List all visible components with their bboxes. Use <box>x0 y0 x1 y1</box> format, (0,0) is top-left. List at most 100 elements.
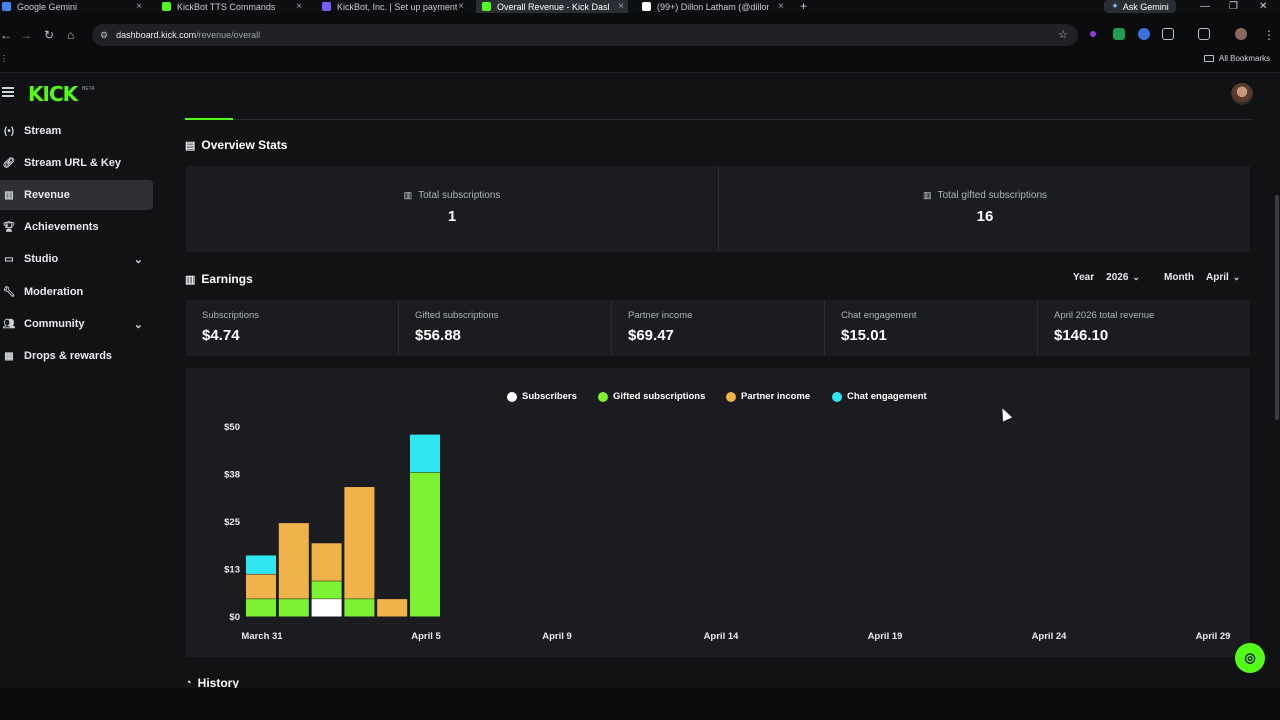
extension-badge-icon[interactable] <box>1113 28 1125 40</box>
sidebar-item-community[interactable]: 👥︎ Community ⌄ <box>0 309 153 339</box>
earnings-cell-value: $4.74 <box>202 327 240 344</box>
legend-label: Partner income <box>741 391 811 402</box>
legend-item-partner-income[interactable]: Partner income <box>726 391 810 402</box>
kick-favicon-icon <box>482 2 491 11</box>
legend-label: Chat engagement <box>847 391 927 402</box>
earnings-cell-label: April 2026 total revenue <box>1054 310 1155 321</box>
people-icon: 👥︎ <box>2 318 16 330</box>
reload-icon[interactable]: ↻ <box>44 28 55 42</box>
reading-list-icon[interactable] <box>1198 28 1210 40</box>
earnings-cell-label: Chat engagement <box>841 310 917 321</box>
minimize-icon[interactable]: — <box>1200 1 1210 12</box>
sidebar-item-stream-url-key[interactable]: 🔗︎ Stream URL & Key <box>0 148 153 178</box>
ask-gemini-button[interactable]: ✦ Ask Gemini <box>1104 0 1176 13</box>
chevron-down-icon[interactable]: ⌄ <box>1232 272 1241 282</box>
profile-icon[interactable] <box>1235 28 1247 40</box>
restore-icon[interactable]: ❐ <box>1229 1 1238 12</box>
legend-item-gifted-subscriptions[interactable]: Gifted subscriptions <box>598 391 705 402</box>
earnings-chart-icon: ▥ <box>185 273 196 286</box>
sidebar-item-label: Stream <box>24 125 62 137</box>
year-label: Year <box>1073 272 1095 283</box>
stats-icon: ▤ <box>185 139 196 152</box>
tab-divider <box>233 119 1251 120</box>
link-icon: 🔗︎ <box>2 157 16 169</box>
sidebar-item-revenue[interactable]: ▥ Revenue <box>0 180 153 210</box>
close-tab-icon[interactable]: × <box>296 1 302 12</box>
sidebar-item-moderation[interactable]: 🔧︎ Moderation <box>0 277 153 307</box>
bar-chart-icon: ▥ <box>403 190 413 200</box>
extensions-puzzle-icon[interactable] <box>1162 28 1174 40</box>
help-chat-icon[interactable]: ◎ <box>1235 643 1265 673</box>
chevron-down-icon[interactable]: ⌄ <box>133 318 143 331</box>
sidebar-item-label: Drops & rewards <box>24 350 113 362</box>
kick-logo[interactable]: KICK <box>28 82 78 106</box>
month-label: Month <box>1164 272 1194 283</box>
browser-tab-gemini[interactable]: Google Gemini × <box>2 0 146 13</box>
broadcast-icon: (•) <box>3 125 15 137</box>
apps-grid-icon[interactable]: ⋮ <box>0 54 8 63</box>
sidebar-item-studio[interactable]: ▭ Studio ⌄ <box>0 244 153 274</box>
legend-label: Gifted subscriptions <box>613 391 706 402</box>
tiktok-favicon-icon <box>642 2 651 11</box>
sidebar-item-achievements[interactable]: 🏆︎ Achievements <box>0 212 153 242</box>
legend-item-chat-engagement[interactable]: Chat engagement <box>832 391 927 402</box>
earnings-cell-value: $69.47 <box>628 327 674 344</box>
page-scrollbar[interactable] <box>1275 195 1279 420</box>
tab-title: Overall Revenue - Kick Dashboard <box>497 1 609 12</box>
sidebar-item-stream[interactable]: (•) Stream <box>0 116 153 146</box>
back-icon[interactable]: ← <box>0 28 12 42</box>
year-filter[interactable]: Year 2026 ⌄ <box>1073 272 1140 283</box>
bookmark-star-icon[interactable]: ☆ <box>1058 29 1068 41</box>
user-avatar[interactable] <box>1231 83 1253 105</box>
total-subscriptions-label-row: ▥ Total subscriptions <box>186 190 718 201</box>
total-subscriptions-stat: ▥ Total subscriptions 1 <box>186 166 718 252</box>
sidebar-item-label: Moderation <box>24 286 84 298</box>
browser-tab-overall-revenue[interactable]: Overall Revenue - Kick Dashboard × <box>476 0 628 13</box>
menu-hamburger-icon[interactable] <box>2 87 14 99</box>
forward-icon[interactable]: → <box>20 28 32 42</box>
site-info-icon[interactable]: ⚙ <box>100 29 109 40</box>
all-bookmarks-button[interactable]: All Bookmarks <box>1204 54 1270 63</box>
chevron-down-icon[interactable]: ⌄ <box>133 253 143 266</box>
browser-tab-strip: Google Gemini × KickBot TTS Commands × K… <box>0 0 1280 13</box>
month-select-value[interactable]: April <box>1206 272 1229 283</box>
close-tab-icon[interactable]: × <box>458 1 464 12</box>
chart-legend: Subscribers Gifted subscriptions Partner… <box>0 391 1280 403</box>
tab-title: KickBot, Inc. | Set up payments <box>337 1 457 12</box>
gemini-spark-icon: ✦ <box>1111 1 1119 11</box>
earnings-title: ▥ Earnings <box>185 272 253 286</box>
extension-icon[interactable] <box>1090 31 1096 37</box>
chevron-down-icon[interactable]: ⌄ <box>1132 272 1140 282</box>
earnings-partner-income: Partner income $69.47 <box>612 300 825 356</box>
new-tab-button[interactable]: + <box>800 0 808 13</box>
browser-tab-kickbot-payments[interactable]: KickBot, Inc. | Set up payments × <box>322 0 468 13</box>
sidebar-item-label: Revenue <box>24 189 70 201</box>
active-tab-indicator <box>185 118 233 120</box>
home-icon[interactable]: ⌂ <box>67 28 75 42</box>
address-bar[interactable]: ⚙ dashboard.kick.com /revenue/overall ☆ <box>92 24 1078 46</box>
grid-icon: ▦ <box>4 350 14 362</box>
browser-tab-tiktok[interactable]: (99+) Dillon Latham (@dillon.lat × <box>642 0 788 13</box>
sidebar-item-drops-rewards[interactable]: ▦ Drops & rewards <box>0 341 153 371</box>
window-close-icon[interactable]: ✕ <box>1259 1 1268 12</box>
revenue-chart-card <box>186 368 1250 657</box>
url-host: dashboard.kick.com <box>116 30 197 40</box>
earnings-cell-label: Subscriptions <box>202 310 260 321</box>
all-bookmarks-label: All Bookmarks <box>1219 54 1271 63</box>
total-gifted-stat: ▥ Total gifted subscriptions 16 <box>719 166 1251 252</box>
close-tab-icon[interactable]: × <box>136 1 142 12</box>
earnings-summary-card: Subscriptions $4.74 Gifted subscriptions… <box>186 300 1250 356</box>
month-filter[interactable]: Month April ⌄ <box>1164 272 1240 283</box>
year-select-value[interactable]: 2026 <box>1106 272 1129 283</box>
close-tab-icon[interactable]: × <box>778 1 784 12</box>
chrome-menu-icon[interactable]: ⋮ <box>1263 28 1275 42</box>
sidebar-item-label: Achievements <box>24 221 99 233</box>
tab-title: KickBot TTS Commands <box>177 1 276 12</box>
sidebar-item-label: Stream URL & Key <box>24 157 121 169</box>
close-tab-icon[interactable]: × <box>618 1 624 12</box>
browser-tab-kickbot-tts[interactable]: KickBot TTS Commands × <box>162 0 304 13</box>
extension-blue-icon[interactable] <box>1138 28 1150 40</box>
stat-divider <box>718 166 719 252</box>
legend-item-subscribers[interactable]: Subscribers <box>507 391 577 402</box>
kickbot-favicon-icon <box>322 2 331 11</box>
